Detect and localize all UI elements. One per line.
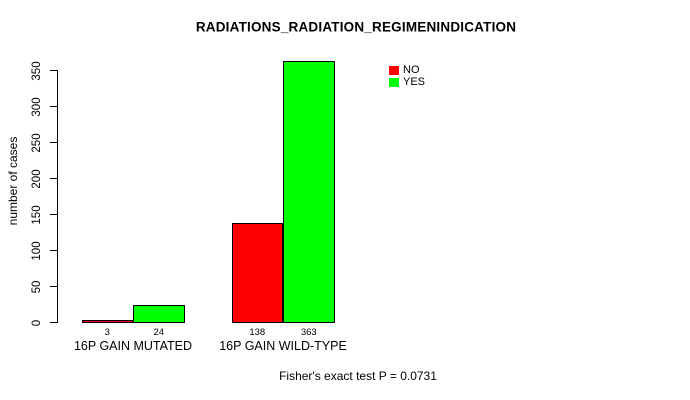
bar-value-label: 24: [153, 327, 165, 338]
y-axis-tick-label: 0: [31, 319, 43, 326]
x-category-label: 16P GAIN MUTATED: [73, 339, 193, 353]
bar-yes-group1: [283, 60, 335, 323]
y-axis-tick: [50, 106, 57, 107]
chart-title: RADIATIONS_RADIATION_REGIMENINDICATION: [195, 19, 517, 35]
legend-swatch-yes: [389, 78, 399, 87]
y-axis-tick: [50, 214, 57, 215]
y-axis-line: [57, 70, 58, 323]
y-axis-tick-label: 50: [31, 280, 43, 293]
y-axis-tick: [50, 142, 57, 143]
bar-value-label: 363: [300, 327, 317, 338]
legend-label-no: NO: [403, 64, 420, 76]
y-axis-tick-label: 100: [31, 240, 43, 261]
bar-value-label: 138: [249, 327, 266, 338]
legend: NO YES: [389, 65, 425, 89]
y-axis-tick-label: 350: [31, 60, 43, 81]
x-category-label: 16P GAIN WILD-TYPE: [219, 339, 347, 353]
y-axis-tick: [50, 70, 57, 71]
bar-no-group1: [231, 222, 283, 323]
legend-swatch-no: [389, 66, 399, 75]
legend-label-yes: YES: [403, 76, 426, 88]
legend-item-no: NO: [389, 65, 425, 76]
fisher-test-annotation: Fisher's exact test P = 0.0731: [279, 369, 437, 383]
bar-value-label: 3: [104, 327, 110, 338]
y-axis-tick-label: 200: [31, 168, 43, 189]
y-axis-tick-label: 250: [31, 132, 43, 153]
y-axis-tick: [50, 250, 57, 251]
bar-yes-group0: [133, 304, 185, 323]
bar-no-group0: [81, 319, 133, 323]
legend-item-yes: YES: [389, 77, 425, 88]
y-axis-tick-label: 150: [31, 204, 43, 225]
y-axis-tick-label: 300: [31, 96, 43, 117]
y-axis-tick: [50, 322, 57, 323]
y-axis-tick: [50, 286, 57, 287]
y-axis-tick: [50, 178, 57, 179]
